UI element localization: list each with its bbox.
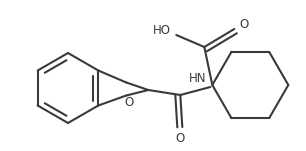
Text: HO: HO xyxy=(153,24,171,37)
Text: O: O xyxy=(175,132,185,146)
Text: O: O xyxy=(240,18,249,31)
Text: HN: HN xyxy=(188,72,206,85)
Text: O: O xyxy=(125,96,134,109)
